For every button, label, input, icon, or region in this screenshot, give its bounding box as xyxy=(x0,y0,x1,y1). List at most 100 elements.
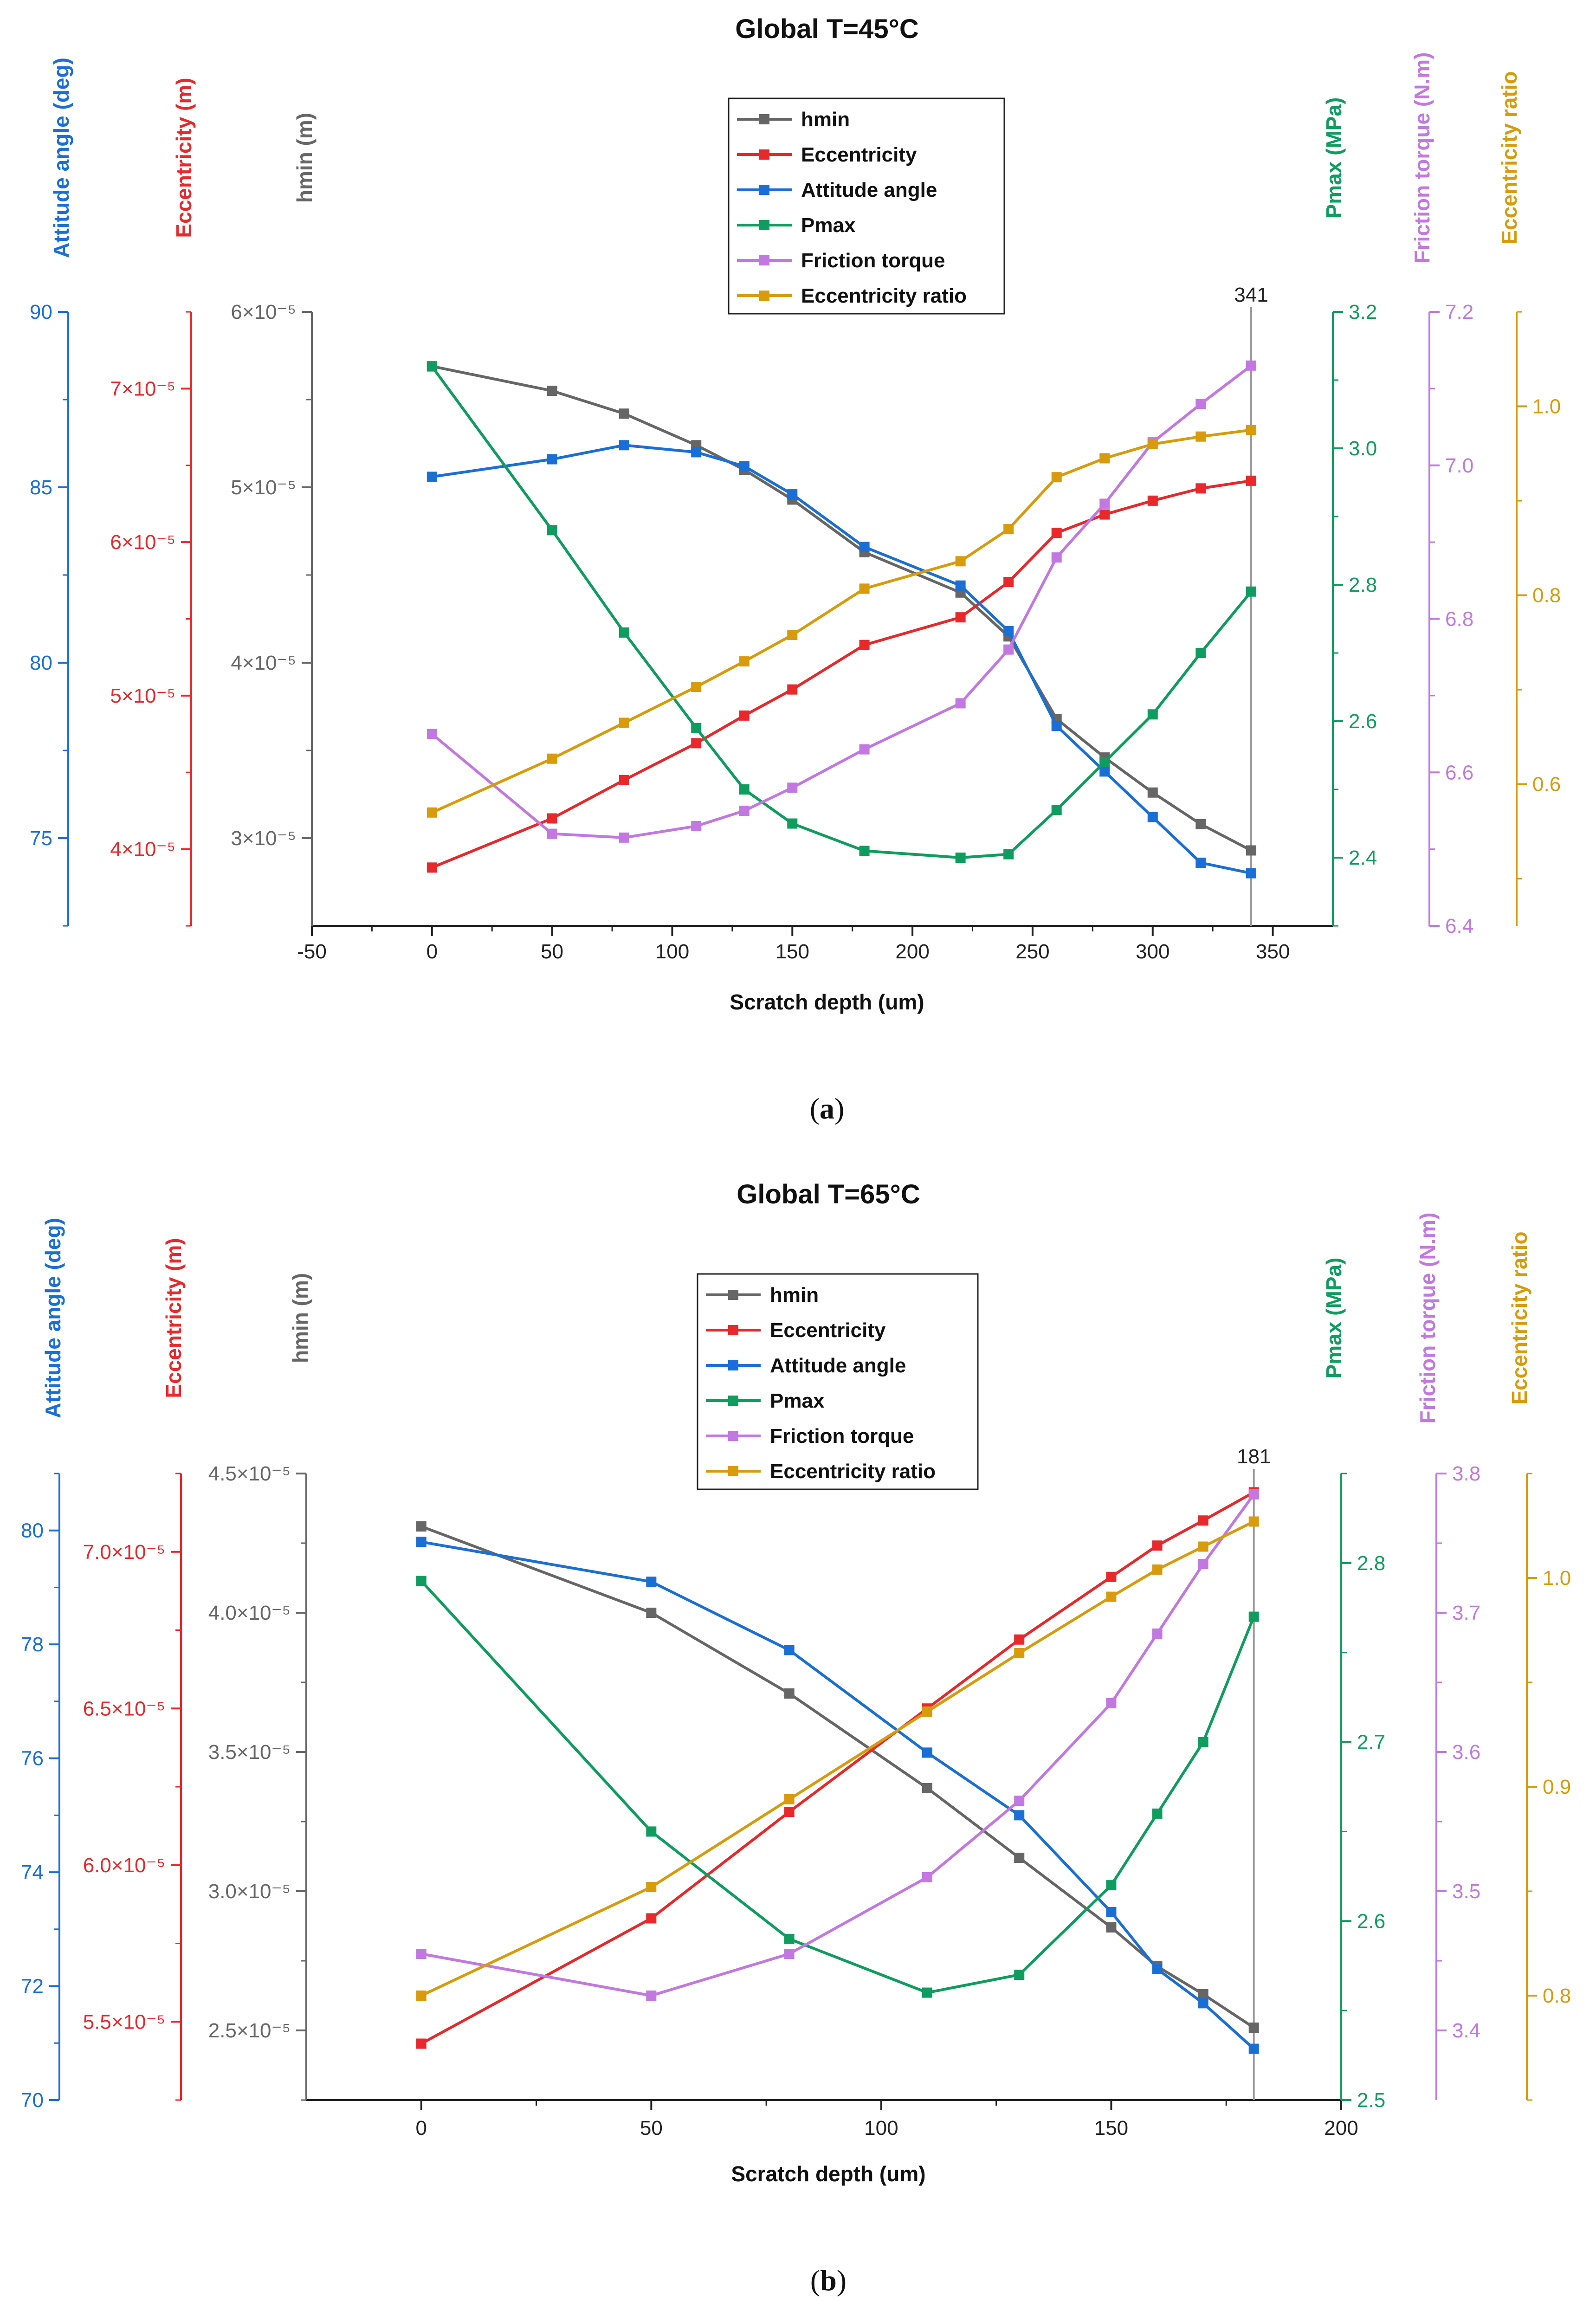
y-axis-hmin: 2.5×10⁻⁵ 3.0×10⁻⁵ 3.5×10⁻⁵ 4.0×10⁻⁵ 4.5×10⁻⁵… xyxy=(208,1273,312,2101)
data-point xyxy=(784,1688,795,1699)
series-line xyxy=(421,1493,1255,1997)
data-point xyxy=(787,630,798,640)
data-point xyxy=(1195,399,1206,409)
y-tick-label: 4×10⁻⁵ xyxy=(231,652,296,674)
x-tick-label: 50 xyxy=(541,940,563,963)
x-tick-label: 100 xyxy=(864,2117,898,2139)
series-att xyxy=(426,440,1256,879)
caption-paren: ( xyxy=(810,1092,820,1125)
y-tick-label: 78 xyxy=(21,1633,44,1656)
caption-paren: ) xyxy=(834,1092,844,1125)
y-tick-label: 4.5×10⁻⁵ xyxy=(208,1462,291,1485)
data-point xyxy=(646,1608,657,1618)
legend-marker xyxy=(759,220,769,230)
y-tick-label: 5.5×10⁻⁵ xyxy=(83,2010,165,2033)
legend-marker xyxy=(728,1431,738,1441)
data-point xyxy=(1195,483,1206,494)
y-axis-hmin: 3×10⁻⁵ 4×10⁻⁵ 5×10⁻⁵ 6×10⁻⁵ hmin (m) xyxy=(231,113,317,926)
y-tick-label: 7.0×10⁻⁵ xyxy=(83,1541,165,1564)
data-point xyxy=(1003,626,1014,636)
y-tick-label: 6×10⁻⁵ xyxy=(110,531,175,554)
data-point xyxy=(1246,425,1256,435)
y-axis-ratio: 0.8 0.9 1.0 Eccentricity ratio xyxy=(1507,1231,1571,2101)
y-axis-label: Eccentricity ratio xyxy=(1497,71,1521,244)
data-point xyxy=(922,1783,932,1793)
legend-marker xyxy=(728,1360,738,1370)
legend-item: Attitude angle xyxy=(706,1354,906,1377)
y-tick-label: 7×10⁻⁵ xyxy=(110,377,175,400)
series-line xyxy=(431,479,1252,869)
x-tick-label: 150 xyxy=(775,940,809,963)
legend-label: Eccentricity xyxy=(770,1319,886,1342)
y-tick-label: 1.0 xyxy=(1543,1567,1571,1590)
data-point xyxy=(547,386,557,396)
y-tick-label: 0.9 xyxy=(1543,1776,1571,1798)
data-point xyxy=(619,832,629,843)
legend-marker xyxy=(759,291,769,301)
y-tick-label: 6×10⁻⁵ xyxy=(231,301,296,323)
caption-letter: a xyxy=(820,1092,834,1125)
data-point xyxy=(1106,1698,1117,1708)
data-point xyxy=(1198,1737,1208,1747)
data-point xyxy=(426,862,437,873)
y-axis-att: 70 72 74 76 78 80 Attitude angle (deg) xyxy=(21,1218,65,2112)
marker-label: 341 xyxy=(1234,284,1268,306)
data-point xyxy=(955,556,966,567)
y-tick-label: 2.6 xyxy=(1357,1910,1385,1933)
y-tick-label: 6.5×10⁻⁵ xyxy=(83,1697,165,1720)
series-ratio xyxy=(416,1516,1259,2001)
data-point xyxy=(691,682,702,692)
data-point xyxy=(426,729,437,739)
chart-title: Global T=45°C xyxy=(735,14,918,44)
legend-box xyxy=(728,97,1005,315)
legend-item: hmin xyxy=(706,1284,819,1306)
data-point xyxy=(1014,1853,1025,1863)
data-point xyxy=(1195,819,1206,829)
legend-item: hmin xyxy=(737,108,850,131)
data-point xyxy=(787,489,798,500)
y-tick-label: 3.7 xyxy=(1452,1602,1480,1624)
y-tick-label: 1.0 xyxy=(1532,395,1561,418)
legend: hmin Eccentricity Attitude angle Pmax Fricti… xyxy=(728,97,1005,315)
legend-label: Friction torque xyxy=(770,1425,914,1448)
y-tick-label: 2.8 xyxy=(1349,574,1377,596)
y-tick-label: 4.0×10⁻⁵ xyxy=(208,1602,291,1624)
data-point xyxy=(646,1826,657,1837)
series-line xyxy=(431,364,1252,839)
data-point xyxy=(1248,2023,1259,2033)
data-point xyxy=(1003,577,1014,588)
data-point xyxy=(1152,1964,1163,1974)
x-tick-label: 0 xyxy=(426,940,438,963)
legend-item: Eccentricity xyxy=(737,143,917,166)
panel-caption: (b) xyxy=(810,2264,846,2297)
data-point xyxy=(1152,1540,1163,1551)
data-point xyxy=(1051,805,1062,815)
data-point xyxy=(787,782,798,793)
data-point xyxy=(1152,1564,1163,1575)
x-tick-label: 350 xyxy=(1256,940,1290,963)
data-point xyxy=(1152,1808,1163,1819)
legend-marker xyxy=(728,1396,738,1406)
data-point xyxy=(691,723,702,733)
y-tick-label: 72 xyxy=(21,1975,44,1998)
caption-paren: ( xyxy=(810,2264,820,2297)
legend-label: Attitude angle xyxy=(770,1354,906,1377)
data-point xyxy=(547,454,557,465)
legend-label: Pmax xyxy=(801,214,856,237)
data-point xyxy=(691,821,702,832)
data-point xyxy=(416,1521,426,1532)
data-point xyxy=(1147,439,1158,449)
data-point xyxy=(1014,1796,1025,1806)
legend-item: Eccentricity ratio xyxy=(737,284,967,307)
data-point xyxy=(426,472,437,482)
y-tick-label: 6.4 xyxy=(1445,915,1473,937)
data-point xyxy=(1198,1541,1208,1552)
data-point xyxy=(1106,1591,1117,1602)
chart-panel-b: Global T=65°C 0 50 100 150 200 Scratch depth (… xyxy=(21,1179,1571,2297)
data-point xyxy=(1099,766,1110,777)
caption-paren: ) xyxy=(837,2264,846,2297)
chart-title: Global T=65°C xyxy=(737,1179,920,1209)
data-point xyxy=(646,1577,657,1587)
y-tick-label: 75 xyxy=(30,827,52,850)
series-torque xyxy=(416,1489,1259,2001)
